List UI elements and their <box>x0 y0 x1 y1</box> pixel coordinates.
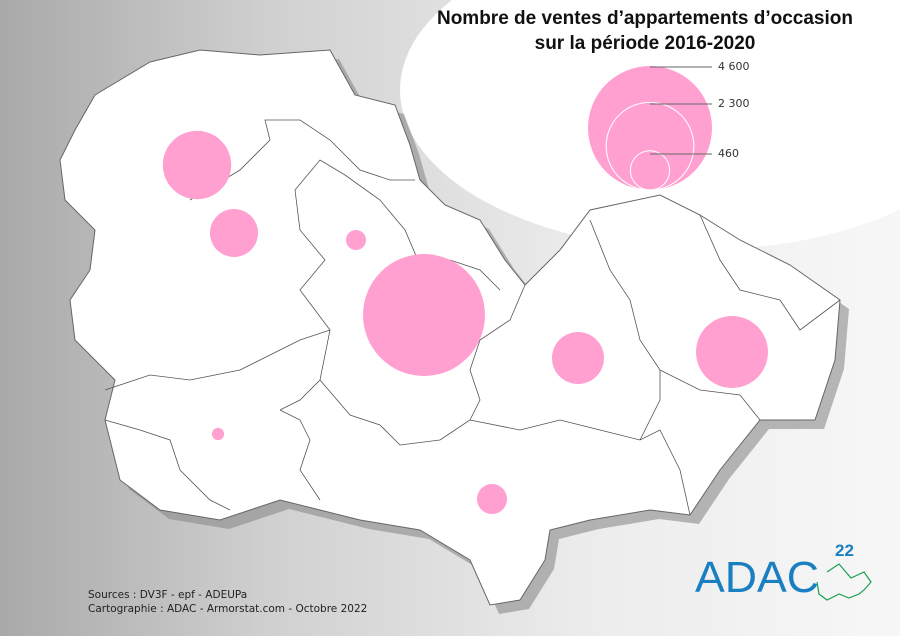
legend-circles <box>588 66 712 191</box>
circle-west <box>209 208 259 258</box>
sources-block: Sources : DV3F - epf - ADEUPa Cartograph… <box>88 588 367 616</box>
circle-north-west <box>162 130 232 200</box>
internal-borders <box>104 119 841 516</box>
legend-label-mid: 2 300 <box>718 97 750 110</box>
adac-logo: ADAC 22 <box>695 541 872 602</box>
legend-circle-2 <box>629 150 671 191</box>
circle-south <box>476 483 508 515</box>
title-line-2: sur la période 2016-2020 <box>534 33 756 54</box>
circle-center-north <box>345 229 367 251</box>
map-title: Nombre de ventes d’appartements d’occasi… <box>400 6 890 56</box>
legend-label-max: 4 600 <box>718 60 750 73</box>
proportional-circles <box>162 130 768 515</box>
circle-east <box>696 316 768 388</box>
logo-text: ADAC <box>695 553 819 602</box>
circle-center <box>363 254 485 376</box>
logo-map-outline-icon <box>816 563 872 601</box>
circle-east-center <box>551 331 605 385</box>
circle-south-west <box>211 427 225 441</box>
title-line-1: Nombre de ventes d’appartements d’occasi… <box>436 8 853 29</box>
sources-text: Sources : DV3F - epf - ADEUPa <box>88 589 248 601</box>
legend-label-min: 460 <box>718 147 739 160</box>
logo-number: 22 <box>835 541 854 560</box>
credits-text: Cartographie : ADAC - Armorstat.com - Oc… <box>88 603 368 615</box>
